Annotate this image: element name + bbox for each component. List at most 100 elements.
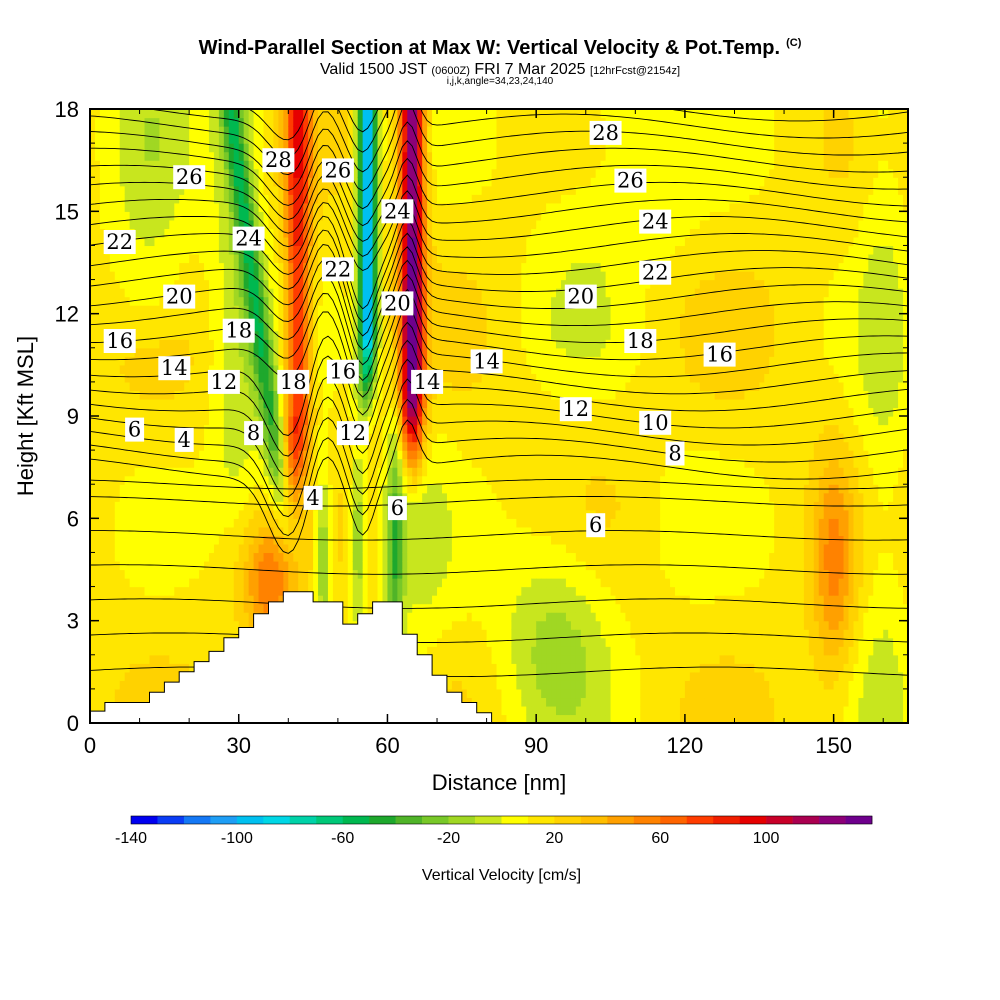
theta-contour [90, 157, 908, 242]
theta-contour [90, 632, 908, 643]
colorbar-swatch [369, 816, 396, 824]
colorbar-swatch [422, 816, 449, 824]
colorbar-swatch [580, 816, 608, 824]
theta-contour [90, 564, 908, 575]
contour-label-text: 14 [414, 370, 441, 394]
colorbar-swatch [157, 816, 185, 824]
contour-label-text: 26 [176, 165, 203, 189]
contour-label: 28 [262, 148, 295, 173]
contour-label: 10 [639, 410, 672, 435]
contour-label: 6 [586, 513, 606, 538]
y-tick-label: 9 [67, 404, 79, 429]
theta-contour [90, 204, 908, 310]
theta-contour [90, 219, 908, 323]
contour-label: 24 [639, 209, 672, 234]
contour-label: 26 [321, 158, 354, 183]
x-tick-label: 120 [667, 733, 704, 758]
colorbar-swatch [792, 816, 820, 824]
contour-label-text: 16 [706, 343, 733, 367]
contour-label: 20 [381, 291, 414, 316]
theta-contour [90, 378, 908, 518]
theta-contour [90, 530, 908, 541]
theta-contour [90, 478, 908, 490]
contour-label: 16 [326, 359, 359, 384]
contour-label: 12 [336, 421, 369, 446]
contour-label-text: 12 [211, 370, 238, 394]
theta-contour [90, 419, 908, 554]
contour-label: 14 [411, 369, 444, 394]
contour-label-text: 4 [306, 486, 319, 510]
contour-label-text: 18 [225, 319, 252, 343]
forecast-note: [12hrFcst@2154z] [590, 65, 681, 77]
theta-contour [90, 358, 908, 498]
theta-contour [90, 339, 908, 478]
colorbar-swatch [527, 816, 555, 824]
x-tick-label: 60 [375, 733, 399, 758]
contour-label: 8 [244, 421, 264, 446]
contour-label-text: 26 [617, 169, 644, 193]
chart-indices: i,j,k,angle=34,23,24,140 [446, 76, 554, 87]
theta-contour [90, 121, 908, 210]
colorbar-swatch [475, 816, 502, 824]
y-tick-label: 12 [55, 302, 79, 327]
colorbar-swatch [395, 816, 423, 824]
colorbar-swatch [554, 816, 582, 824]
contour-label-text: 4 [178, 428, 191, 452]
contour-label: 14 [158, 356, 191, 381]
theta-contour [90, 398, 908, 536]
valid-zulu: (0600Z) [431, 65, 470, 77]
contour-label: 24 [232, 226, 265, 251]
contour-label-text: 24 [235, 227, 262, 251]
contour-label: 26 [614, 168, 647, 193]
contour-label-text: 10 [642, 411, 669, 435]
contour-label: 16 [103, 329, 136, 353]
contour-label: 22 [639, 260, 672, 285]
contour-label: 20 [163, 284, 196, 309]
contour-label-text: 12 [562, 397, 589, 421]
colorbar-swatch [686, 816, 714, 824]
contour-label-text: 28 [592, 121, 619, 145]
colorbar-swatch [289, 816, 317, 824]
contour-label: 20 [564, 284, 597, 309]
colorbar-tick-label: 20 [546, 830, 564, 847]
colorbar-swatch [739, 816, 767, 824]
contour-label-text: 12 [339, 421, 366, 445]
x-tick-label: 90 [524, 733, 548, 758]
contour-label: 8 [665, 441, 685, 466]
chart-subtitle: Valid 1500 JST (0600Z) FRI 7 Mar 2025 [1… [0, 61, 1000, 79]
y-tick-label: 6 [67, 506, 79, 531]
contour-label-text: 8 [668, 442, 681, 466]
colorbar-swatch [713, 816, 740, 824]
contour-label: 28 [589, 121, 622, 145]
contour-label: 18 [277, 369, 310, 394]
contour-label-text: 22 [325, 257, 352, 281]
colorbar-swatch [448, 816, 476, 824]
y-tick-label: 15 [55, 199, 79, 224]
contour-label-text: 24 [642, 210, 669, 234]
colorbar-swatch [236, 816, 264, 824]
valid-date: FRI 7 Mar 2025 [474, 61, 586, 78]
contour-label-text: 6 [391, 496, 404, 520]
theta-contour [90, 598, 908, 609]
contour-label: 18 [624, 329, 657, 353]
contour-label-text: 24 [384, 199, 411, 223]
colorbar-swatch [766, 816, 793, 824]
colorbar-tick-label: -100 [221, 830, 253, 847]
colorbar-swatch [263, 816, 291, 824]
colorbar-tick-label: 60 [651, 830, 669, 847]
colorbar-swatch [131, 816, 158, 824]
contour-label: 18 [222, 318, 255, 343]
theta-contour [90, 496, 908, 507]
contour-label-text: 28 [265, 148, 292, 172]
contour-label-text: 20 [166, 285, 193, 309]
contour-label-text: 6 [128, 418, 141, 442]
contour-label-text: 20 [567, 285, 594, 309]
y-tick-label: 18 [55, 97, 79, 122]
contour-label-text: 22 [642, 261, 669, 285]
colorbar-swatch [316, 816, 344, 824]
contour-label: 22 [103, 230, 136, 254]
contour-label: 22 [321, 257, 354, 282]
colorbar-swatch [183, 816, 211, 824]
contour-label: 6 [125, 417, 145, 442]
